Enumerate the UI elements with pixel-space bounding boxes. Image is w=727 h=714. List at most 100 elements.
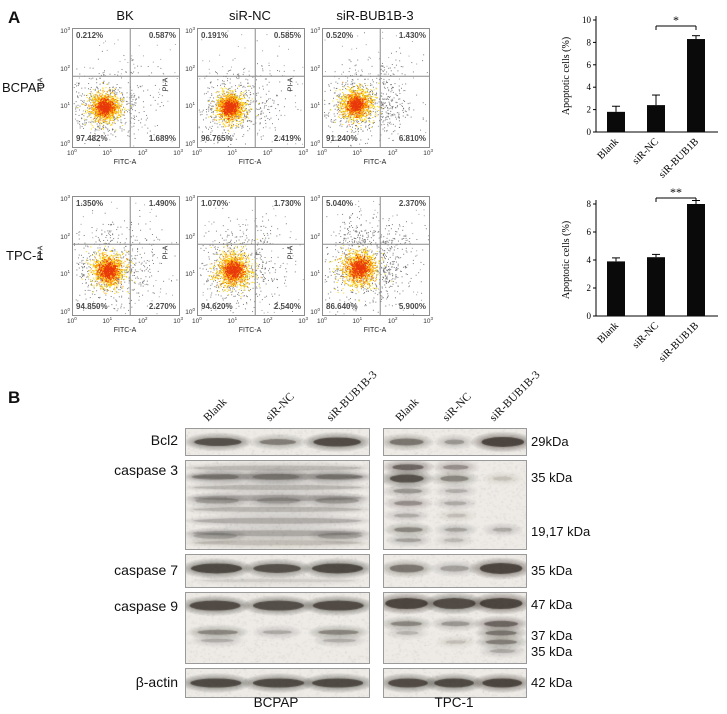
flow-x-ticks: 100 101 102 103 xyxy=(317,148,433,158)
group-label-tpc1: TPC-1 xyxy=(434,695,474,710)
quadrant-lr-percent: 5.900% xyxy=(398,302,426,311)
kda-label-35-casp3: 35 kDa xyxy=(531,470,573,485)
quadrant-ur-percent: 1.730% xyxy=(273,199,301,208)
row-label-bcpap: BCPAP xyxy=(2,80,46,95)
blot-0-bcpap xyxy=(185,428,370,456)
lane-label-blank-tpc1: Blank xyxy=(393,396,422,424)
blot-canvas xyxy=(384,429,526,455)
blot-canvas xyxy=(384,461,526,549)
flow-y-axis-label: PI-A xyxy=(287,77,295,92)
svg-text:siR-BUB1B: siR-BUB1B xyxy=(657,136,701,180)
protein-label-caspase9: caspase 9 xyxy=(114,598,178,614)
flow-x-axis-label: FITC-A xyxy=(113,327,137,334)
blot-canvas xyxy=(384,555,526,587)
svg-text:8: 8 xyxy=(587,37,592,47)
svg-text:2: 2 xyxy=(587,283,592,293)
svg-text:0: 0 xyxy=(587,127,592,137)
quadrant-lr-percent: 2.419% xyxy=(273,134,301,143)
panel-b-label: B xyxy=(8,388,21,407)
quadrant-ll-percent: 96.765% xyxy=(201,134,233,143)
quadrant-ll-percent: 94.850% xyxy=(76,302,108,311)
flow-scatter-canvas xyxy=(323,197,429,315)
svg-text:Blank: Blank xyxy=(596,320,622,346)
svg-text:4: 4 xyxy=(587,82,592,92)
blot-canvas xyxy=(186,555,369,587)
flow-scatter-canvas xyxy=(73,29,179,147)
kda-label-29: 29kDa xyxy=(531,434,569,449)
flow-y-ticks: 103 102 101 100 xyxy=(185,194,195,316)
quadrant-lr-percent: 2.270% xyxy=(148,302,176,311)
flow-plot-TPC-1-siR-NC: 1.070% 1.730% 94.620% 2.540% xyxy=(197,196,305,316)
flow-x-ticks: 100 101 102 103 xyxy=(317,316,433,326)
flow-scatter-canvas xyxy=(323,29,429,147)
flow-x-ticks: 100 101 102 103 xyxy=(192,316,308,326)
quadrant-ll-percent: 86.640% xyxy=(326,302,358,311)
flow-x-ticks: 100 101 102 103 xyxy=(67,148,183,158)
blot-canvas xyxy=(186,461,369,549)
flow-y-axis-label: PI-A xyxy=(37,245,45,260)
quadrant-ll-percent: 91.240% xyxy=(326,134,358,143)
flow-scatter-canvas xyxy=(198,197,304,315)
blot-3-bcpap xyxy=(185,592,370,664)
kda-label-35-casp7: 35 kDa xyxy=(531,563,573,578)
protein-label-bactin: β-actin xyxy=(135,674,178,690)
kda-label-47: 47 kDa xyxy=(531,597,573,612)
quadrant-ur-percent: 0.587% xyxy=(148,31,176,40)
group-label-bcpap: BCPAP xyxy=(253,695,299,710)
bar-chart-svg: 0 2 4 6 8 10 Apoptotic cells (%) Blank siR-NCsiR… xyxy=(561,13,718,180)
quadrant-ul-percent: 0.520% xyxy=(326,31,354,40)
quadrant-ll-percent: 94.620% xyxy=(201,302,233,311)
flow-x-axis-label: FITC-A xyxy=(363,159,387,166)
flow-y-ticks: 103 102 101 100 xyxy=(60,194,70,316)
quadrant-ul-percent: 5.040% xyxy=(326,199,354,208)
blot-1-tpc1 xyxy=(383,460,527,550)
svg-text:Blank: Blank xyxy=(596,136,622,162)
blot-0-tpc1 xyxy=(383,428,527,456)
flow-x-axis-label: FITC-A xyxy=(238,159,262,166)
flow-y-ticks: 103 102 101 100 xyxy=(185,26,195,148)
flow-x-axis-label: FITC-A xyxy=(238,327,262,334)
lane-label-sirbub1b-bcpap: siR-BUB1B-3 xyxy=(324,368,380,424)
quadrant-ur-percent: 2.370% xyxy=(398,199,426,208)
quadrant-lr-percent: 1.689% xyxy=(148,134,176,143)
svg-text:siR-NC: siR-NC xyxy=(631,320,661,350)
blot-4-bcpap xyxy=(185,668,370,698)
kda-label-19-17: 19,17 kDa xyxy=(531,524,591,539)
flow-x-axis-label: FITC-A xyxy=(113,159,137,166)
flow-plot-BCPAP-BK: 0.212% 0.587% 97.482% 1.689% xyxy=(72,28,180,148)
row-label-tpc1: TPC-1 xyxy=(6,248,44,263)
flow-y-axis-label: PI-A xyxy=(37,77,45,92)
blot-2-bcpap xyxy=(185,554,370,588)
svg-text:Apoptotic cells (%): Apoptotic cells (%) xyxy=(561,37,572,115)
flow-x-ticks: 100 101 102 103 xyxy=(67,316,183,326)
flow-plot-BCPAP-siR-NC: 0.191% 0.585% 96.765% 2.419% xyxy=(197,28,305,148)
quadrant-ll-percent: 97.482% xyxy=(76,134,108,143)
quadrant-ul-percent: 1.070% xyxy=(201,199,229,208)
quadrant-ul-percent: 1.350% xyxy=(76,199,104,208)
quadrant-lr-percent: 2.540% xyxy=(273,302,301,311)
quadrant-ul-percent: 0.191% xyxy=(201,31,229,40)
column-header-bk: BK xyxy=(116,8,134,23)
flow-y-ticks: 103 102 101 100 xyxy=(310,194,320,316)
flow-y-axis-label: PI-A xyxy=(162,77,170,92)
blot-1-bcpap xyxy=(185,460,370,550)
flow-x-axis-label: FITC-A xyxy=(363,327,387,334)
svg-text:10: 10 xyxy=(582,15,592,25)
flow-y-axis-label: PI-A xyxy=(162,245,170,260)
blot-3-tpc1 xyxy=(383,592,527,664)
lane-label-sirbub1b-tpc1: siR-BUB1B-3 xyxy=(487,368,543,424)
svg-text:Apoptotic cells (%): Apoptotic cells (%) xyxy=(561,221,572,299)
blot-canvas xyxy=(186,593,369,663)
column-header-sir-bub1b-3: siR-BUB1B-3 xyxy=(336,8,414,23)
svg-text:2: 2 xyxy=(587,105,592,115)
blot-canvas xyxy=(384,593,526,663)
blot-2-tpc1 xyxy=(383,554,527,588)
svg-text:**: ** xyxy=(670,188,682,199)
flow-plot-TPC-1-BK: 1.350% 1.490% 94.850% 2.270% xyxy=(72,196,180,316)
kda-label-35-casp9: 35 kDa xyxy=(531,644,573,659)
blot-canvas xyxy=(186,429,369,455)
flow-scatter-canvas xyxy=(73,197,179,315)
svg-text:6: 6 xyxy=(587,60,592,70)
lane-label-blank-bcpap: Blank xyxy=(201,396,230,424)
blot-canvas xyxy=(384,669,526,697)
